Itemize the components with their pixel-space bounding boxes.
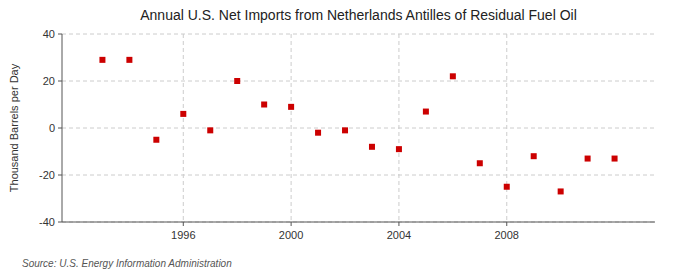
point — [153, 137, 159, 143]
grid-line-y — [62, 34, 655, 35]
title: Annual U.S. Net Imports from Netherlands… — [140, 7, 577, 23]
x-tick-label: 1996 — [171, 229, 195, 241]
point — [315, 130, 321, 136]
grid-line-y — [62, 81, 655, 82]
y-tick-label: 20 — [43, 75, 55, 87]
point — [342, 127, 348, 133]
point — [531, 153, 537, 159]
point — [450, 73, 456, 79]
x-tick — [506, 222, 507, 226]
x-tick-label: 2008 — [495, 229, 519, 241]
y-tick-label: 0 — [49, 122, 55, 134]
chart: Annual U.S. Net Imports from Netherlands… — [0, 0, 675, 275]
point — [180, 111, 186, 117]
grid-line-x — [183, 34, 184, 222]
point — [612, 156, 618, 162]
grid-line-y — [62, 175, 655, 176]
y-tick-label: -20 — [39, 169, 55, 181]
point — [369, 144, 375, 150]
point — [504, 184, 510, 190]
x-axis-line — [62, 222, 655, 223]
x-tick — [398, 222, 399, 226]
grid — [62, 34, 655, 222]
point — [396, 146, 402, 152]
annotation: Source: U.S. Energy Information Administ… — [22, 258, 232, 269]
grid-line-x — [398, 34, 399, 222]
y-tick — [58, 222, 62, 223]
y-axis-label: Thousand Barrels per Day — [8, 63, 20, 192]
point — [261, 102, 267, 108]
point — [99, 57, 105, 63]
points — [99, 57, 617, 195]
grid-line-y — [62, 222, 655, 223]
point — [585, 156, 591, 162]
point — [477, 160, 483, 166]
y-tick — [58, 34, 62, 35]
point — [234, 78, 240, 84]
point — [423, 109, 429, 115]
grid-line-x — [506, 34, 507, 222]
grid-line-y — [62, 128, 655, 129]
point — [288, 104, 294, 110]
point — [558, 188, 564, 194]
point — [207, 127, 213, 133]
x-tick-label: 2004 — [387, 229, 411, 241]
x-tick-label: 2000 — [279, 229, 303, 241]
y-tick — [58, 128, 62, 129]
y-tick — [58, 81, 62, 82]
x-tick — [183, 222, 184, 226]
x-tick — [291, 222, 292, 226]
y-tick-label: -40 — [39, 216, 55, 228]
y-tick — [58, 175, 62, 176]
grid-line-x — [291, 34, 292, 222]
y-tick-label: 40 — [43, 28, 55, 40]
point — [126, 57, 132, 63]
